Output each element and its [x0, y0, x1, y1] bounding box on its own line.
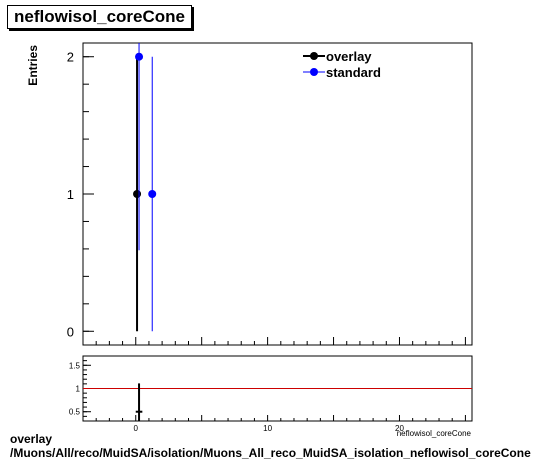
ratio-x-tick-label: 20: [395, 424, 404, 433]
y-tick-label: 1: [67, 187, 74, 202]
ratio-y-tick-label: 0.5: [69, 408, 81, 417]
y-tick-label: 0: [67, 324, 74, 339]
footer-line-1: overlay: [10, 432, 53, 446]
ratio-y-tick-label: 1: [76, 385, 81, 394]
chart-title: neflowisol_coreCone: [7, 5, 192, 29]
y-axis-label: Entries: [26, 45, 40, 86]
data-point: [135, 52, 144, 61]
ratio-x-tick-label: 0: [134, 424, 139, 433]
legend-marker: [310, 68, 318, 76]
legend-marker: [310, 52, 318, 60]
ratio-y-tick-label: 1.5: [69, 361, 81, 370]
data-point: [148, 190, 157, 198]
y-tick-label: 2: [67, 50, 74, 65]
footer-line-2: /Muons/All/reco/MuidSA/isolation/Muons_A…: [10, 446, 531, 460]
legend-label: standard: [326, 65, 381, 80]
data-point: [133, 190, 142, 198]
main-plot-frame: [82, 42, 473, 346]
ratio-x-tick-label: 10: [263, 424, 272, 433]
legend-label: overlay: [326, 49, 372, 64]
footer: overlay /Muons/All/reco/MuidSA/isolation…: [10, 432, 531, 460]
ratio-x-axis-label: neflowisol_coreCone: [397, 429, 472, 438]
